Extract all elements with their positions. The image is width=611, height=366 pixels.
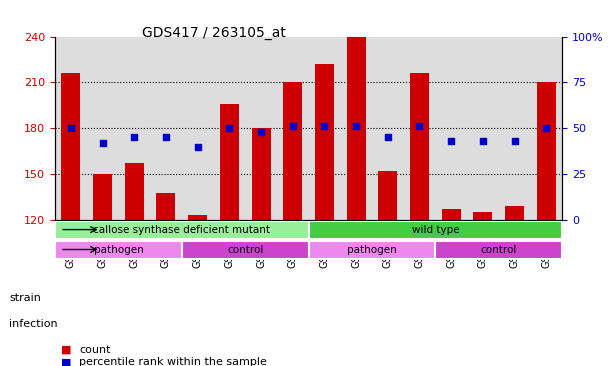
Point [130, 135, 139, 141]
Text: strain: strain [9, 293, 41, 303]
Bar [410, 73, 429, 220]
Bar [156, 193, 175, 220]
Bar [505, 206, 524, 220]
Bar [378, 171, 397, 220]
Text: control: control [227, 244, 263, 254]
Text: control: control [480, 244, 517, 254]
Text: infection: infection [9, 319, 58, 329]
Bar [188, 216, 207, 220]
Bar [55, 241, 182, 259]
Point [224, 126, 234, 131]
Point [541, 126, 551, 131]
Text: ■: ■ [61, 357, 71, 366]
Point [446, 138, 456, 144]
Point [320, 124, 329, 130]
Bar [309, 221, 562, 239]
Text: ■: ■ [61, 344, 71, 355]
Text: percentile rank within the sample: percentile rank within the sample [79, 357, 267, 366]
Point [66, 126, 76, 131]
Text: GDS417 / 263105_at: GDS417 / 263105_at [142, 26, 286, 40]
Point [415, 124, 425, 130]
Bar [125, 164, 144, 220]
Bar [182, 241, 309, 259]
Point [351, 124, 361, 130]
Bar [220, 104, 239, 220]
Bar [309, 241, 435, 259]
Bar [93, 174, 112, 220]
Text: pathogen: pathogen [93, 244, 143, 254]
Bar [252, 128, 271, 220]
Bar [55, 221, 309, 239]
Text: callose synthase deficient mutant: callose synthase deficient mutant [93, 225, 270, 235]
Bar [61, 73, 81, 220]
Bar [346, 37, 365, 220]
Bar [537, 82, 556, 220]
Point [510, 138, 519, 144]
Text: count: count [79, 344, 111, 355]
Point [478, 138, 488, 144]
Point [192, 144, 202, 150]
Point [98, 140, 108, 146]
Point [256, 129, 266, 135]
Bar [315, 64, 334, 220]
Bar [435, 241, 562, 259]
Bar [474, 212, 492, 220]
Point [161, 135, 171, 141]
Text: pathogen: pathogen [347, 244, 397, 254]
Bar [442, 209, 461, 220]
Point [288, 124, 298, 130]
Bar [284, 82, 302, 220]
Point [383, 135, 393, 141]
Text: wild type: wild type [412, 225, 459, 235]
